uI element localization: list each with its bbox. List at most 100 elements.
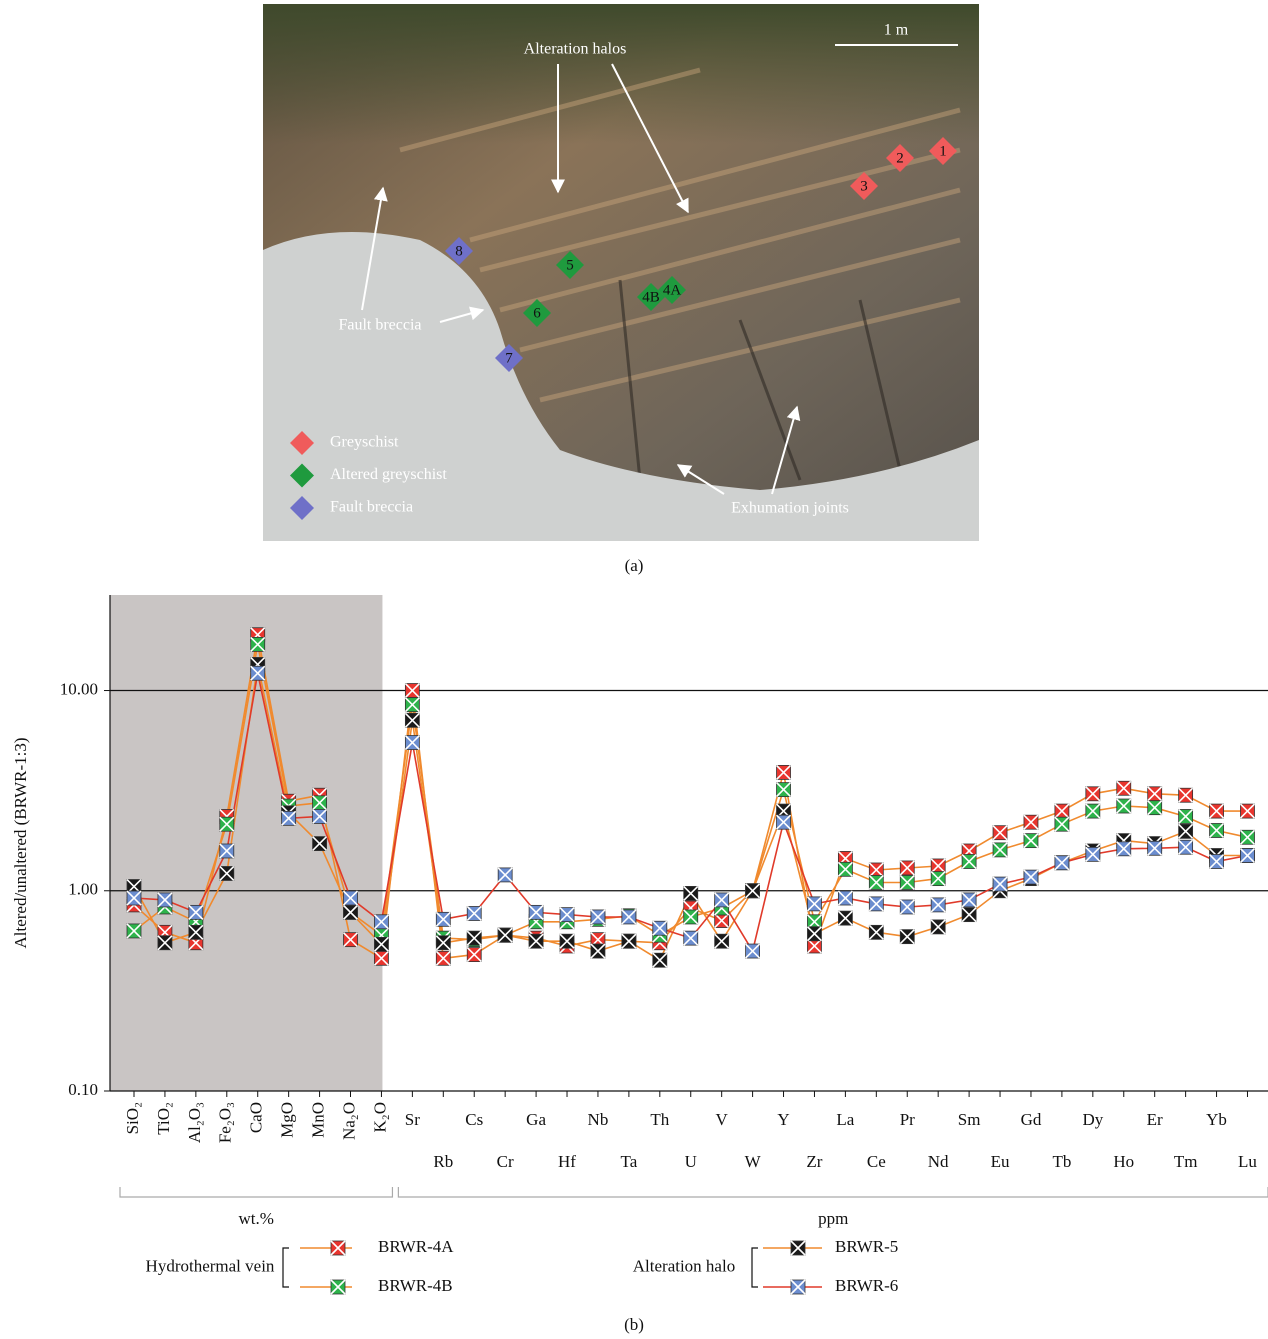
x-tick-label: Ho xyxy=(1113,1152,1134,1171)
x-tick-label: Ga xyxy=(526,1110,546,1129)
marker xyxy=(1179,788,1193,802)
x-tick-label: Pr xyxy=(900,1110,915,1129)
marker xyxy=(1086,787,1100,801)
sample-label: 1 xyxy=(939,143,947,159)
photo xyxy=(263,4,979,541)
marker xyxy=(622,934,636,948)
marker xyxy=(158,936,172,950)
sample-label: 6 xyxy=(533,305,541,321)
marker xyxy=(405,736,419,750)
marker xyxy=(529,905,543,919)
legend-marker xyxy=(791,1241,805,1255)
sample-label: 5 xyxy=(566,257,574,273)
marker xyxy=(900,875,914,889)
group-bracket xyxy=(398,1187,1268,1197)
marker xyxy=(838,862,852,876)
marker xyxy=(313,837,327,851)
marker xyxy=(1055,804,1069,818)
marker xyxy=(1055,856,1069,870)
marker xyxy=(715,934,729,948)
marker xyxy=(1148,841,1162,855)
marker xyxy=(158,893,172,907)
marker xyxy=(684,931,698,945)
legend-marker xyxy=(331,1280,345,1294)
marker xyxy=(405,684,419,698)
marker xyxy=(591,910,605,924)
marker xyxy=(777,765,791,779)
y-tick-label: 1.00 xyxy=(68,880,98,899)
marker xyxy=(869,925,883,939)
marker xyxy=(838,891,852,905)
x-tick-label: Sm xyxy=(958,1110,981,1129)
marker xyxy=(869,875,883,889)
x-tick-label: V xyxy=(716,1110,729,1129)
x-tick-label: U xyxy=(685,1152,697,1171)
marker xyxy=(1086,804,1100,818)
marker xyxy=(807,897,821,911)
marker xyxy=(313,809,327,823)
marker xyxy=(560,908,574,922)
x-tick-label: CaO xyxy=(247,1102,266,1133)
marker xyxy=(993,843,1007,857)
marker xyxy=(777,815,791,829)
marker xyxy=(467,906,481,920)
group-label: ppm xyxy=(818,1209,848,1228)
marker xyxy=(715,914,729,928)
marker xyxy=(993,826,1007,840)
marker xyxy=(869,863,883,877)
marker xyxy=(622,910,636,924)
chart: wt.%ppm0.101.0010.00Altered/unaltered (B… xyxy=(11,595,1268,1334)
marker xyxy=(1179,809,1193,823)
x-tick-label: Nb xyxy=(588,1110,609,1129)
x-tick-label: Al₂O₃ xyxy=(185,1102,204,1143)
marker xyxy=(1024,834,1038,848)
marker xyxy=(807,927,821,941)
marker xyxy=(374,937,388,951)
marker xyxy=(1055,817,1069,831)
marker xyxy=(467,931,481,945)
x-tick-label: Rb xyxy=(433,1152,453,1171)
x-tick-label: Cr xyxy=(497,1152,514,1171)
x-tick-label: La xyxy=(836,1110,854,1129)
x-tick-label: SiO₂ xyxy=(123,1102,142,1134)
marker xyxy=(405,713,419,727)
legend-label: BRWR-6 xyxy=(835,1276,898,1295)
sample-label: 7 xyxy=(505,350,513,366)
x-tick-label: Hf xyxy=(558,1152,576,1171)
x-tick-label: Gd xyxy=(1021,1110,1042,1129)
x-tick-label: Tm xyxy=(1174,1152,1198,1171)
marker xyxy=(251,666,265,680)
legend-bracket xyxy=(752,1248,758,1287)
x-tick-label: Nd xyxy=(928,1152,949,1171)
marker xyxy=(344,905,358,919)
sample-label: 8 xyxy=(455,243,463,259)
marker xyxy=(993,877,1007,891)
marker xyxy=(746,944,760,958)
marker xyxy=(529,934,543,948)
x-tick-label: MgO xyxy=(278,1102,297,1138)
marker xyxy=(1086,847,1100,861)
marker xyxy=(1117,781,1131,795)
marker xyxy=(1240,830,1254,844)
marker xyxy=(344,933,358,947)
x-tick-label: Cs xyxy=(465,1110,483,1129)
marker xyxy=(189,925,203,939)
group-shade xyxy=(110,595,382,1091)
marker xyxy=(1024,870,1038,884)
marker xyxy=(436,951,450,965)
legend-label: Greyschist xyxy=(330,434,399,451)
marker xyxy=(653,921,667,935)
marker xyxy=(1117,799,1131,813)
legend-label: Altered greyschist xyxy=(330,466,447,483)
x-tick-label: Zr xyxy=(806,1152,822,1171)
marker xyxy=(282,811,296,825)
marker xyxy=(1240,849,1254,863)
marker xyxy=(746,884,760,898)
x-tick-label: K₂O xyxy=(370,1102,389,1132)
legend-marker xyxy=(331,1241,345,1255)
marker xyxy=(1210,823,1224,837)
marker xyxy=(1179,840,1193,854)
x-tick-label: Yb xyxy=(1206,1110,1227,1129)
group-bracket xyxy=(120,1187,392,1197)
marker xyxy=(251,637,265,651)
